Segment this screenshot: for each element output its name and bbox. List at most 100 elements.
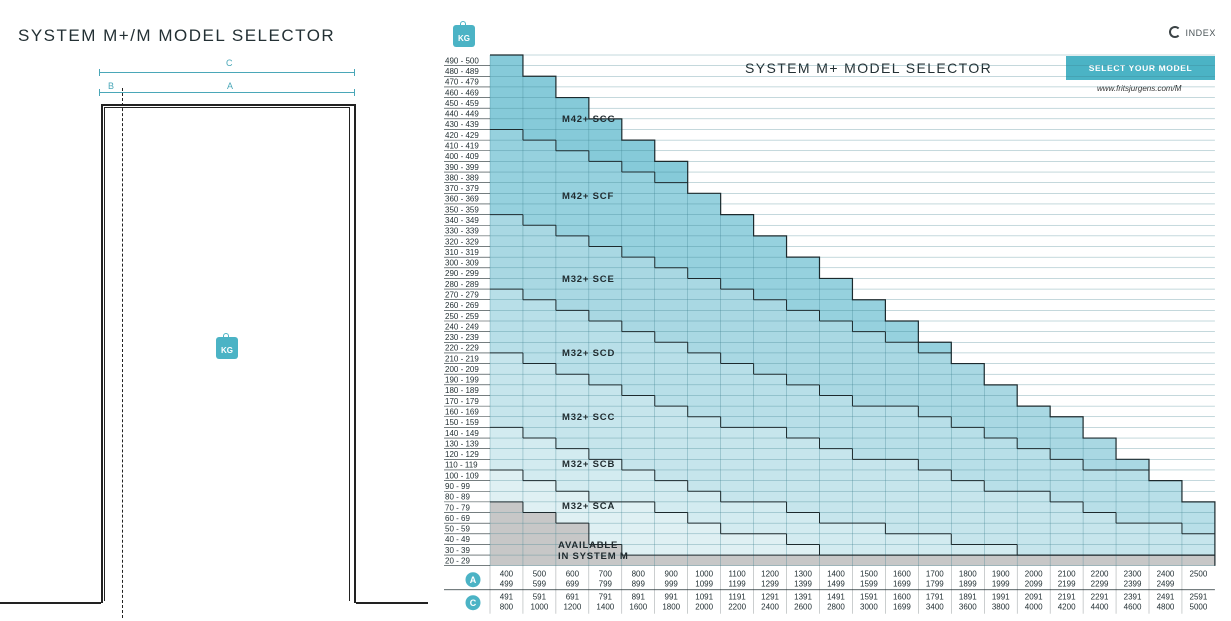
column-c-min: 1191 [729, 593, 747, 602]
zone-label: IN SYSTEM M [558, 551, 629, 562]
weight-row-label: 140 - 149 [445, 429, 479, 438]
zone-cell [621, 555, 656, 566]
column-c-max: 1699 [893, 603, 911, 612]
column-a-min: 2000 [1025, 570, 1043, 579]
zone-cell [687, 555, 721, 566]
weight-row-label: 40 - 49 [445, 535, 470, 544]
zone-label: M32+ SCA [562, 501, 615, 512]
column-a-max: 1399 [794, 580, 812, 589]
row-label-c-icon [465, 595, 481, 611]
column-c-min: 1991 [992, 593, 1010, 602]
column-a-max: 1599 [860, 580, 878, 589]
zone-cell [720, 555, 754, 566]
row-label-c: C [470, 598, 477, 608]
column-c-max: 1000 [531, 603, 549, 612]
column-c-max: 800 [500, 603, 514, 612]
dimension-b-label: B [108, 81, 115, 91]
zone-cell [1149, 555, 1183, 566]
column-c-max: 4600 [1124, 603, 1142, 612]
column-a-min: 800 [632, 570, 646, 579]
weight-row-label: 130 - 139 [445, 439, 479, 448]
column-a-max: 499 [500, 580, 514, 589]
zone-boundary-line [490, 128, 688, 184]
dimension-a-line [99, 92, 355, 93]
column-a-max: 2499 [1157, 580, 1175, 589]
weight-row-label: 170 - 179 [445, 397, 479, 406]
column-c-max: 2000 [695, 603, 713, 612]
select-your-model-button[interactable]: SELECT YOUR MODEL [1066, 56, 1215, 80]
zone-cell [852, 555, 886, 566]
index-link[interactable]: INDEX [1169, 26, 1216, 38]
door-frame [101, 104, 356, 603]
website-url[interactable]: www.fritsjurgens.com/M [1097, 84, 1182, 93]
column-a-min: 1300 [794, 570, 812, 579]
weight-row-label: 110 - 119 [445, 461, 478, 470]
zone-label: M32+ SCB [562, 459, 615, 470]
zone-cell [1083, 555, 1117, 566]
weight-row-label: 190 - 199 [445, 376, 479, 385]
zone-label: M32+ SCD [562, 348, 615, 359]
column-c-max: 2600 [794, 603, 812, 612]
column-a-max: 1199 [729, 580, 747, 589]
column-c-max: 4800 [1157, 603, 1175, 612]
dimension-c-line [99, 72, 355, 73]
column-c-max: 1800 [662, 603, 680, 612]
weight-row-label: 480 - 489 [445, 67, 479, 76]
column-a-min: 1700 [926, 570, 944, 579]
zone-cell [753, 555, 787, 566]
column-c-min: 691 [566, 593, 580, 602]
weight-row-label: 280 - 289 [445, 280, 479, 289]
column-a-min: 600 [566, 570, 580, 579]
back-arrow-icon [1169, 26, 1182, 38]
weight-row-label: 180 - 189 [445, 386, 479, 395]
zone-cell [786, 555, 820, 566]
column-c-max: 3000 [860, 603, 878, 612]
column-c-min: 791 [599, 593, 613, 602]
zone-cell [1050, 555, 1084, 566]
weight-row-label: 340 - 349 [445, 216, 479, 225]
column-a-max: 699 [566, 580, 580, 589]
column-c-min: 991 [665, 593, 679, 602]
floor-line-left [0, 602, 101, 604]
weight-row-label: 50 - 59 [445, 525, 470, 534]
column-a-max: 1799 [926, 580, 944, 589]
zone-label: AVAILABLE [558, 540, 618, 551]
column-c-max: 1400 [596, 603, 614, 612]
column-a-max: 2099 [1025, 580, 1043, 589]
column-c-max: 2400 [761, 603, 779, 612]
column-a-min: 2200 [1091, 570, 1109, 579]
weight-row-label: 60 - 69 [445, 514, 470, 523]
zone-cell [819, 555, 853, 566]
zone-label: M42+ SCG [562, 114, 616, 125]
row-label-a: A [470, 575, 477, 585]
zone-label: M32+ SCC [562, 412, 615, 423]
weight-row-label: 430 - 439 [445, 120, 479, 129]
weight-row-label: 490 - 500 [445, 56, 479, 65]
column-c-min: 1291 [761, 593, 779, 602]
zone-boundary-line [490, 214, 952, 354]
column-a-min: 1600 [893, 570, 911, 579]
column-c-max: 4000 [1025, 603, 1043, 612]
pivot-axis-line [122, 88, 123, 618]
column-c-max: 2800 [827, 603, 845, 612]
weight-row-label: 420 - 429 [445, 131, 479, 140]
column-a-min: 2400 [1157, 570, 1175, 579]
column-c-min: 2291 [1091, 593, 1109, 602]
column-c-min: 2491 [1157, 593, 1175, 602]
column-c-min: 1791 [926, 593, 944, 602]
column-c-min: 591 [533, 593, 547, 602]
floor-line-right [356, 602, 428, 604]
zone-boundary-line [490, 426, 1215, 556]
weight-row-label: 160 - 169 [445, 408, 479, 417]
weight-row-label: 250 - 259 [445, 312, 479, 321]
column-c-min: 1600 [893, 593, 911, 602]
column-a-max: 1699 [893, 580, 911, 589]
column-a-min: 2100 [1058, 570, 1076, 579]
column-a-max: 1499 [827, 580, 845, 589]
column-a-max: 599 [533, 580, 547, 589]
door-panel [104, 107, 350, 601]
weight-row-label: 380 - 389 [445, 173, 479, 182]
zone-boundary-line [490, 288, 1149, 471]
index-label: INDEX [1185, 28, 1216, 38]
